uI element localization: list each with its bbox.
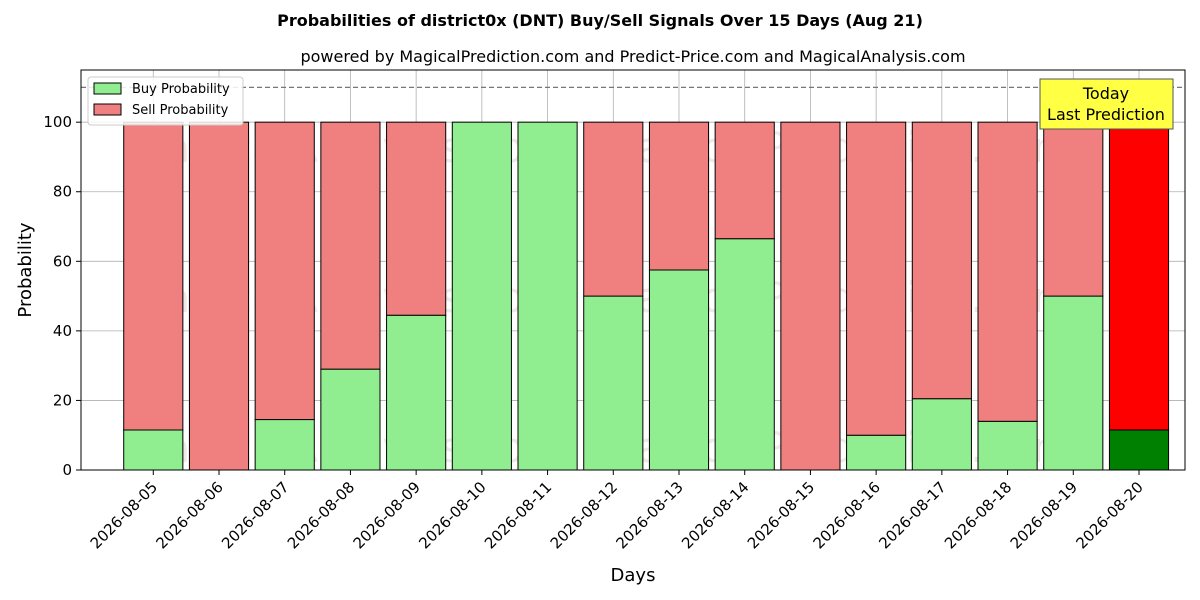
legend-swatch [93, 103, 122, 116]
x-tick-label: 2026-08-10 [415, 478, 489, 552]
x-tick-label: 2026-08-07 [218, 478, 292, 552]
x-tick-label: 2026-08-14 [678, 478, 752, 552]
sell-bar [977, 121, 1038, 422]
x-tick-label: 2026-08-18 [941, 478, 1015, 552]
sell-bar [846, 121, 907, 436]
sell-bar [188, 121, 250, 471]
sell-bar [583, 121, 644, 297]
chart-subtitle: powered by MagicalPrediction.com and Pre… [300, 47, 965, 66]
buy-bar [977, 420, 1038, 471]
buy-bar [583, 295, 644, 471]
y-tick-label: 80 [53, 183, 72, 201]
buy-bar [648, 269, 710, 471]
x-tick-label: 2026-08-08 [284, 478, 358, 552]
x-tick-label: 2026-08-19 [1007, 478, 1081, 552]
buy-bar [1108, 429, 1170, 471]
legend: Buy Probability Sell Probability [87, 76, 244, 126]
x-tick-label: 2026-08-17 [875, 478, 949, 552]
x-axis-label: Days [611, 565, 656, 586]
x-tick-label: 2026-08-06 [152, 478, 226, 552]
legend-box [87, 76, 244, 126]
buy-bar [320, 368, 381, 471]
buy-bar [517, 121, 578, 471]
callout-box [1039, 78, 1174, 130]
x-tick-label: 2026-08-11 [481, 478, 555, 552]
buy-bar [1043, 295, 1104, 471]
x-tick-label: 2026-08-15 [744, 478, 818, 552]
buy-bar [386, 314, 447, 471]
sell-bar [714, 121, 775, 240]
x-axis: 2026-08-052026-08-062026-08-072026-08-08… [87, 470, 1147, 552]
chart-title: Probabilities of district0x (DNT) Buy/Se… [277, 11, 923, 30]
sell-bar [1043, 121, 1104, 297]
buy-bar [254, 419, 315, 471]
sell-bar [320, 121, 381, 370]
x-tick-label: 2026-08-16 [810, 478, 884, 552]
y-axis: 0 20 40 60 80 100 [43, 113, 81, 479]
bar-series [123, 121, 1170, 471]
x-tick-label: 2026-08-09 [350, 478, 424, 552]
y-tick-label: 60 [53, 252, 72, 270]
legend-label: Sell Probability [132, 103, 229, 118]
y-tick-label: 0 [62, 461, 72, 479]
y-tick-label: 20 [53, 391, 72, 409]
sell-bar [1108, 121, 1170, 431]
today-callout: Today Last Prediction [1039, 78, 1174, 130]
sell-bar [123, 121, 184, 431]
plot-frame [80, 69, 1186, 471]
sell-bar [648, 121, 710, 271]
buy-bar [123, 429, 184, 471]
sell-bar [911, 121, 972, 400]
x-tick-label: 2026-08-12 [547, 478, 621, 552]
y-tick-label: 40 [53, 322, 72, 340]
legend-label: Buy Probability [132, 82, 230, 97]
y-axis-label: Probability [15, 222, 36, 317]
callout-text: Today [1082, 84, 1129, 103]
legend-swatch [93, 82, 122, 95]
buy-bar [714, 238, 775, 471]
y-tick-label: 100 [43, 113, 72, 131]
x-tick-label: 2026-08-13 [612, 478, 686, 552]
x-tick-label: 2026-08-05 [87, 478, 161, 552]
sell-bar [254, 121, 315, 421]
buy-bar [846, 434, 907, 471]
buy-bar [451, 121, 512, 471]
callout-text: Last Prediction [1047, 105, 1165, 124]
sell-bar [386, 121, 447, 316]
x-tick-label: 2026-08-20 [1072, 478, 1146, 552]
buy-bar [911, 398, 972, 471]
sell-bar [780, 121, 841, 471]
